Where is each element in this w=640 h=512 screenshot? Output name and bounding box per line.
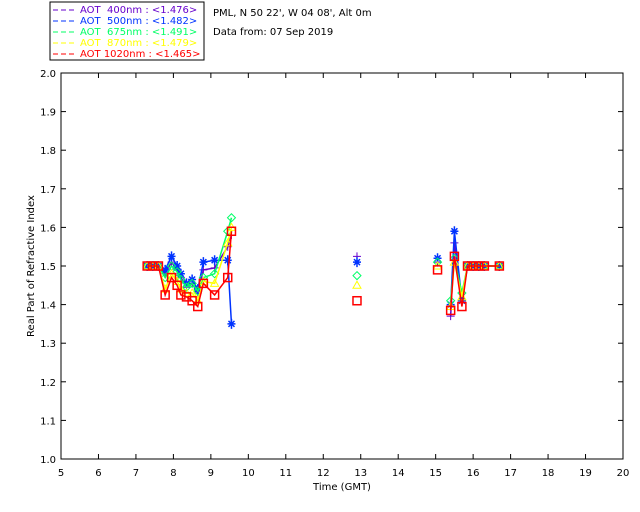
series-line [147,231,233,309]
square-marker [209,290,220,300]
y-tick-label: 1.5 [40,262,56,273]
diamond-marker [172,267,182,277]
y-tick-label: 1.4 [40,301,56,312]
square-marker [222,272,233,283]
x-tick-label: 19 [579,468,592,479]
square-marker [494,261,505,271]
square-marker [479,261,490,271]
y-tick-label: 1.9 [40,108,56,119]
square-marker [187,295,197,306]
y-tick-label: 1.7 [40,185,56,196]
diamond-marker [187,278,197,289]
series-4 [142,226,505,316]
asterisk-marker [210,255,219,266]
y-tick-label: 1.6 [40,223,56,234]
square-marker [432,265,443,275]
y-axis-label: Real Part of Refractive Index [26,195,37,337]
legend-entry: AOT 1020nm : <1.465> [80,49,200,60]
x-tick-label: 15 [429,468,442,479]
asterisk-marker [223,255,232,266]
square-marker [449,251,460,262]
asterisk-marker [176,268,185,279]
x-axis-label: Time (GMT) [312,482,371,493]
plus-marker [446,312,455,321]
legend-box [49,1,205,61]
diamond-marker [209,269,220,279]
triangle-marker [209,278,220,287]
square-marker [468,261,478,271]
square-marker [457,301,467,312]
diamond-marker [226,213,237,223]
series-1 [143,226,504,329]
square-marker [445,305,456,316]
asterisk-marker [227,318,236,329]
plus-marker [210,263,219,272]
asterisk-marker [199,257,208,268]
square-marker [198,278,209,289]
square-marker [142,261,152,271]
y-tick-label: 1.0 [40,455,56,466]
x-tick-label: 17 [504,468,517,479]
series-3 [142,222,505,311]
asterisk-marker [167,251,176,262]
square-marker [153,261,164,271]
square-marker [160,290,170,300]
x-tick-label: 13 [354,468,367,479]
square-marker [176,290,186,300]
x-tick-label: 9 [208,468,214,479]
square-marker [226,226,237,237]
date-label: Data from: 07 Sep 2019 [213,27,333,38]
site-label: PML, N 50 22', W 04 08', Alt 0m [213,8,372,19]
diamond-marker [181,282,192,292]
plus-marker [199,265,208,274]
x-tick-label: 11 [279,468,292,479]
x-tick-label: 8 [170,468,176,479]
x-tick-label: 5 [58,468,64,479]
asterisk-marker [352,257,361,268]
triangle-marker [222,237,233,247]
square-marker [166,272,177,283]
x-tick-label: 14 [392,468,405,479]
asterisk-marker [450,226,459,237]
square-marker [193,301,203,312]
x-tick-label: 7 [133,468,139,479]
square-marker [148,261,158,271]
x-tick-label: 16 [467,468,480,479]
y-tick-label: 1.1 [40,416,56,427]
legend-entry: AOT 675nm : <1.491> [80,27,197,38]
legend-entry: AOT 400nm : <1.476> [80,5,197,16]
asterisk-marker [143,261,152,271]
square-marker [462,261,473,271]
x-tick-label: 20 [617,468,630,479]
legend-entry: AOT 500nm : <1.482> [80,16,197,27]
asterisk-marker [161,264,170,275]
series-2 [142,213,505,306]
legend-entry: AOT 870nm : <1.479> [80,38,197,49]
y-tick-label: 2.0 [40,69,56,80]
x-tick-label: 6 [95,468,101,479]
x-tick-label: 18 [542,468,555,479]
x-tick-label: 12 [317,468,330,479]
square-marker [172,280,182,291]
square-marker [474,261,484,271]
square-marker [352,295,362,306]
y-tick-label: 1.2 [40,378,56,389]
y-tick-label: 1.8 [40,146,56,157]
triangle-marker [352,280,362,289]
asterisk-marker [173,261,182,271]
x-tick-label: 10 [242,468,255,479]
diamond-marker [352,270,362,281]
y-tick-label: 1.3 [40,339,56,350]
asterisk-marker [457,295,466,306]
